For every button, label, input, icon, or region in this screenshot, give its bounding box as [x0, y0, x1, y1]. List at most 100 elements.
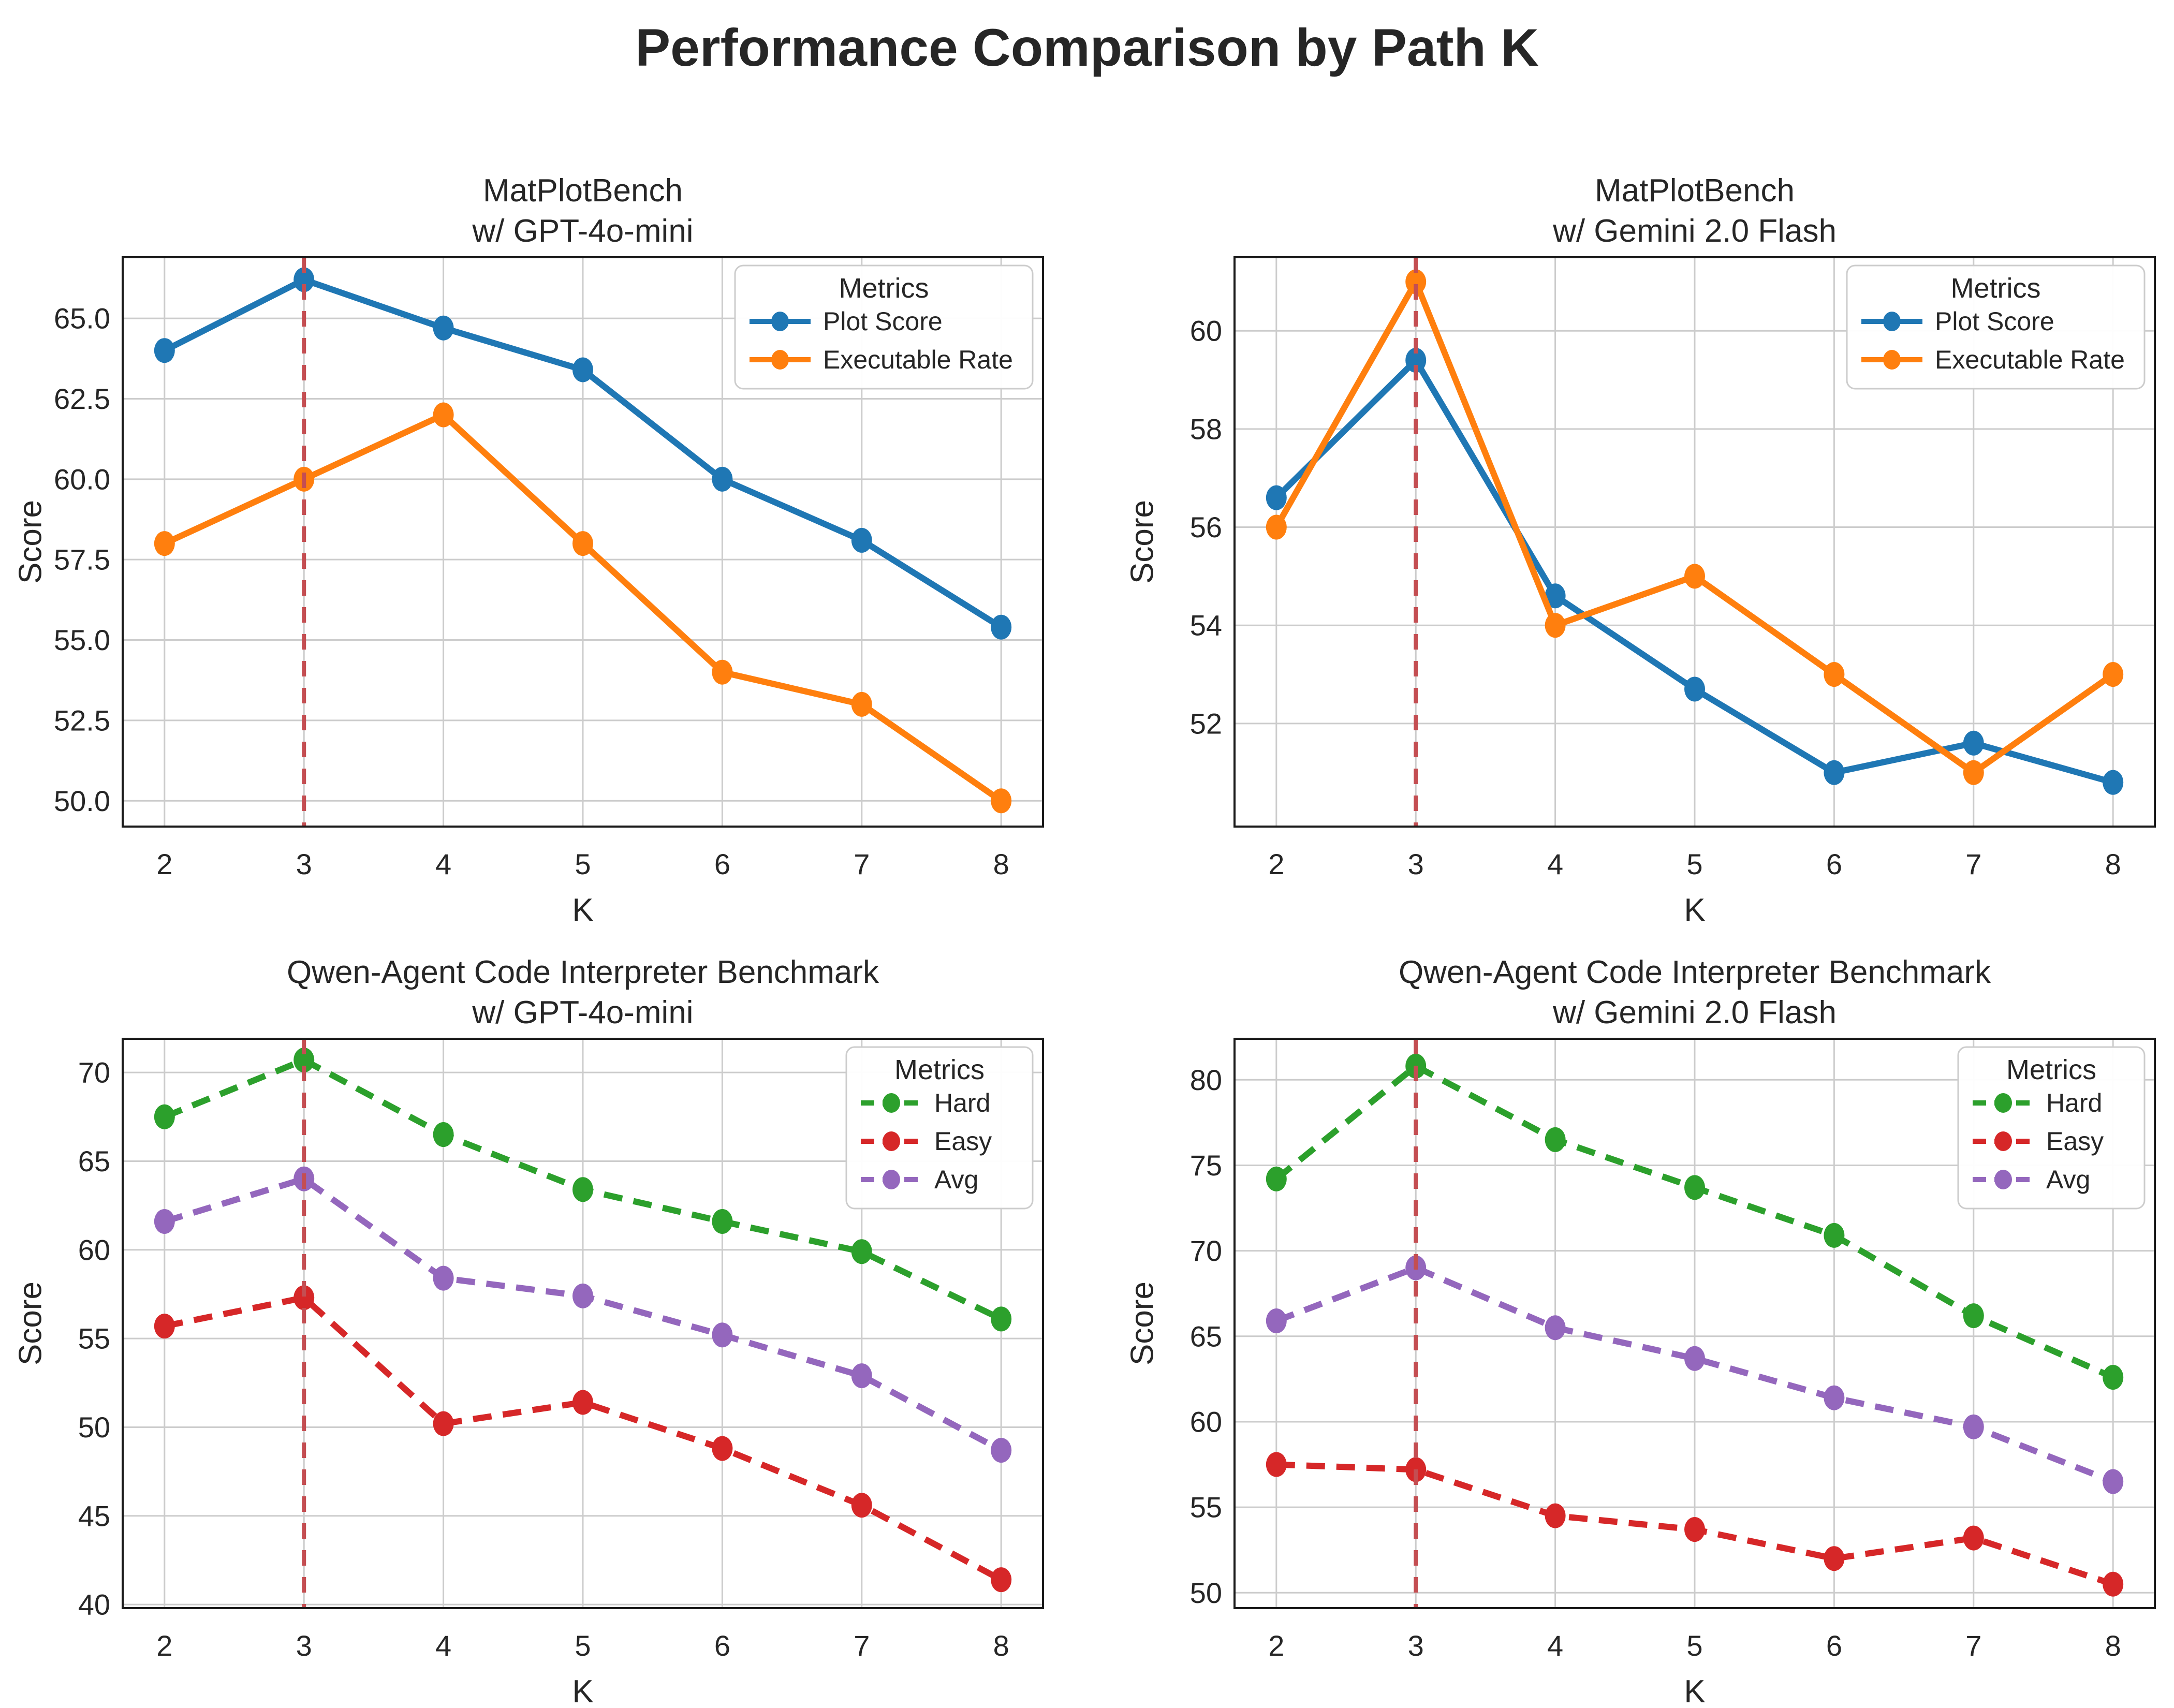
y-tick-label: 60: [78, 1233, 110, 1266]
data-point-easy: [154, 1314, 175, 1339]
chart-title-line1: MatPlotBench: [483, 173, 683, 209]
chart-title-line2: w/ Gemini 2.0 Flash: [1552, 213, 1837, 249]
x-tick-label: 4: [1547, 848, 1563, 880]
axes-frame: [1233, 1038, 2156, 1609]
x-axis-label: K: [1684, 1674, 1705, 1708]
legend-sample-marker-executable-rate: [1883, 350, 1901, 370]
y-tick-label: 50.0: [54, 785, 110, 817]
legend-label-plot-score: Plot Score: [823, 307, 943, 336]
legend-sample-marker-executable-rate: [771, 350, 789, 370]
legend-sample-marker-avg: [1994, 1170, 2012, 1189]
legend-label-hard: Hard: [934, 1088, 990, 1117]
y-tick-label: 56: [1190, 511, 1222, 543]
x-tick-label: 4: [435, 1629, 451, 1662]
data-point-avg: [712, 1322, 733, 1348]
x-tick-label: 5: [1686, 1629, 1702, 1662]
x-tick-label: 3: [296, 1629, 312, 1662]
y-tick-label: 52: [1190, 707, 1222, 740]
data-point-executable-rate: [2103, 662, 2124, 687]
data-point-plot-score: [433, 315, 454, 341]
legend-box: [845, 1046, 1034, 1210]
legend-label-avg: Avg: [934, 1165, 978, 1194]
legend-box: [1957, 1046, 2146, 1210]
data-point-plot-score: [991, 614, 1012, 640]
legend-label-easy: Easy: [934, 1127, 992, 1156]
data-point-hard: [433, 1122, 454, 1147]
data-point-executable-rate: [1405, 269, 1427, 295]
legend-sample-marker-hard: [883, 1093, 900, 1113]
x-tick-label: 5: [575, 848, 591, 880]
data-point-avg: [1684, 1346, 1705, 1371]
y-tick-label: 55.0: [54, 624, 110, 656]
data-point-avg: [1266, 1308, 1287, 1334]
y-tick-label: 65: [78, 1145, 110, 1177]
legend-title: Metrics: [1951, 273, 2041, 304]
data-point-executable-rate: [1824, 662, 1845, 687]
data-point-hard: [991, 1306, 1012, 1332]
data-point-plot-score: [1545, 583, 1566, 609]
axes-frame: [122, 256, 1044, 828]
data-point-easy: [433, 1411, 454, 1436]
data-point-easy: [1963, 1525, 1984, 1551]
y-tick-label: 60: [1190, 1405, 1222, 1438]
data-point-easy: [1545, 1503, 1566, 1528]
y-tick-label: 54: [1190, 609, 1222, 642]
data-point-executable-rate: [712, 659, 733, 685]
y-axis-label: Score: [1125, 1282, 1161, 1365]
data-point-easy: [1266, 1452, 1287, 1477]
data-point-hard: [1824, 1223, 1845, 1248]
data-point-easy: [991, 1567, 1012, 1593]
data-point-easy: [851, 1493, 872, 1518]
legend-label-easy: Easy: [2046, 1127, 2104, 1156]
y-tick-label: 80: [1190, 1064, 1222, 1096]
y-tick-label: 52.5: [54, 704, 110, 737]
data-point-avg: [572, 1283, 593, 1308]
data-point-hard: [2103, 1365, 2124, 1390]
x-tick-label: 3: [296, 848, 312, 880]
chart-title-line2: w/ GPT-4o-mini: [472, 213, 693, 249]
data-point-hard: [1684, 1175, 1705, 1200]
x-tick-label: 6: [1826, 1629, 1842, 1662]
y-tick-label: 60.0: [54, 463, 110, 495]
data-point-hard: [572, 1177, 593, 1202]
legend-label-plot-score: Plot Score: [1935, 307, 2054, 336]
legend-sample-marker-plot-score: [1883, 312, 1901, 331]
chart-title-line2: w/ GPT-4o-mini: [472, 995, 693, 1030]
data-point-executable-rate: [1266, 514, 1287, 540]
data-point-avg: [1824, 1385, 1845, 1410]
legend-label-hard: Hard: [2046, 1088, 2102, 1117]
data-point-avg: [154, 1209, 175, 1234]
x-tick-label: 2: [156, 1629, 172, 1662]
y-axis-label: Score: [13, 500, 49, 584]
data-point-plot-score: [1963, 730, 1984, 756]
y-tick-label: 55: [1190, 1491, 1222, 1524]
data-point-executable-rate: [1684, 564, 1705, 589]
legend-title: Metrics: [2006, 1054, 2096, 1085]
data-point-executable-rate: [572, 531, 593, 556]
data-point-plot-score: [154, 338, 175, 363]
x-tick-label: 5: [1686, 848, 1702, 880]
data-point-easy: [1824, 1546, 1845, 1571]
y-axis-label: Score: [13, 1282, 49, 1365]
data-point-easy: [2103, 1571, 2124, 1597]
x-axis-label: K: [1684, 892, 1705, 928]
y-tick-label: 50: [1190, 1577, 1222, 1609]
data-point-executable-rate: [154, 531, 175, 556]
y-tick-label: 75: [1190, 1149, 1222, 1182]
data-point-easy: [293, 1285, 315, 1311]
legend-sample-marker-easy: [883, 1131, 900, 1151]
legend-title: Metrics: [894, 1054, 985, 1085]
data-point-hard: [293, 1048, 315, 1073]
y-tick-label: 45: [78, 1499, 110, 1532]
x-tick-label: 2: [156, 848, 172, 880]
x-tick-label: 4: [435, 848, 451, 880]
data-point-plot-score: [851, 527, 872, 553]
y-tick-label: 70: [78, 1056, 110, 1089]
axes-frame: [122, 1038, 1044, 1609]
data-point-plot-score: [1684, 676, 1705, 702]
data-point-avg: [851, 1363, 872, 1389]
x-tick-label: 8: [993, 1629, 1009, 1662]
chart-title-line2: w/ Gemini 2.0 Flash: [1552, 995, 1837, 1030]
